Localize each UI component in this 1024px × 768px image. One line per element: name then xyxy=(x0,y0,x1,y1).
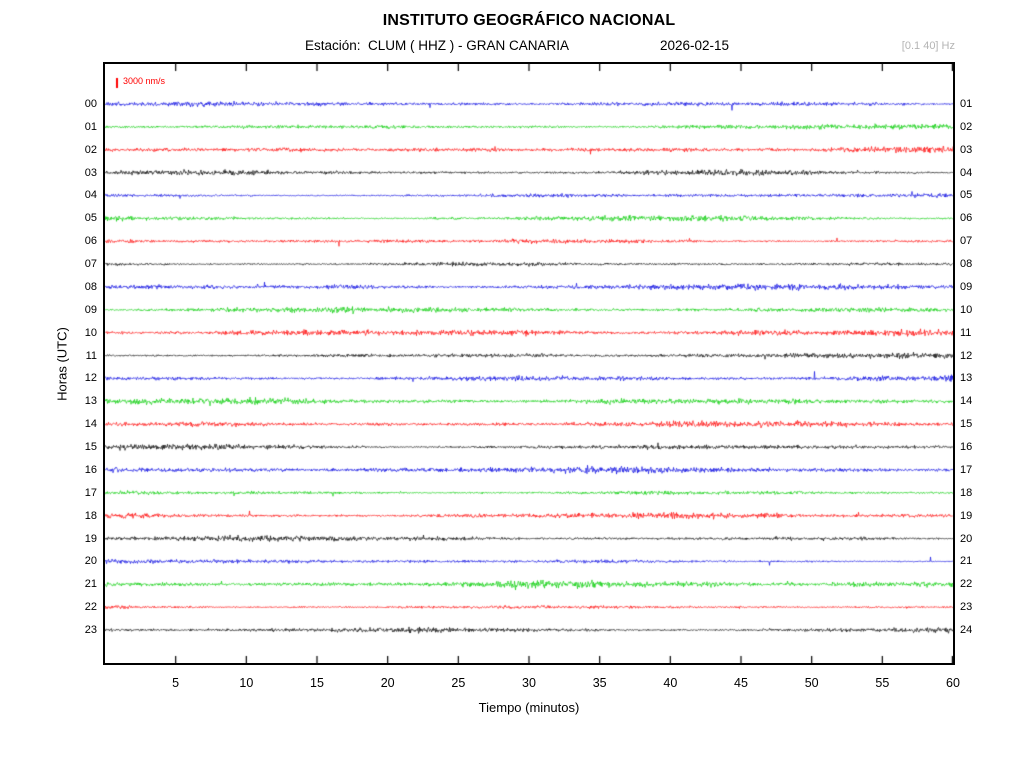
date-label: 2026-02-15 xyxy=(660,38,730,53)
hour-label-right: 11 xyxy=(960,326,972,339)
hour-label-right: 16 xyxy=(960,441,973,454)
seismogram-canvas xyxy=(105,64,953,663)
x-tick-label: 10 xyxy=(239,676,254,690)
x-tick-label: 40 xyxy=(663,676,678,690)
station-line: Estación: CLUM ( HHZ ) - GRAN CANARIA xyxy=(305,38,569,53)
hour-label-left: 04 xyxy=(84,189,97,202)
hour-label-right: 20 xyxy=(960,532,973,545)
hour-label-right: 24 xyxy=(960,624,973,636)
x-tick-label: 60 xyxy=(946,676,960,690)
hour-label-right: 23 xyxy=(960,601,973,614)
x-tick-label: 55 xyxy=(875,676,890,690)
hour-label-right: 09 xyxy=(960,280,973,293)
hour-label-right: 12 xyxy=(960,349,973,362)
hour-label-left: 09 xyxy=(84,303,97,316)
hour-label-right: 15 xyxy=(960,418,973,431)
hour-label-left: 12 xyxy=(84,372,97,385)
hour-label-left: 07 xyxy=(84,258,97,271)
hour-label-left: 02 xyxy=(84,143,97,156)
hour-label-left: 20 xyxy=(84,555,97,568)
x-tick-label: 45 xyxy=(734,676,748,690)
hour-label-right: 10 xyxy=(960,303,973,316)
hour-label-left: 13 xyxy=(84,395,97,408)
hour-label-left: 10 xyxy=(84,326,97,339)
hour-label-right: 17 xyxy=(960,463,973,476)
station-prefix-label: Estación: xyxy=(305,38,361,53)
hour-label-right: 21 xyxy=(960,555,973,568)
y-axis-title: Horas (UTC) xyxy=(54,327,70,401)
hour-label-left: 22 xyxy=(84,601,97,614)
hour-label-right: 18 xyxy=(960,486,973,499)
hour-label-right: 14 xyxy=(960,395,973,408)
hour-label-left: 21 xyxy=(84,578,97,591)
hour-label-right: 01 xyxy=(960,98,973,110)
hour-label-left: 00 xyxy=(84,98,97,110)
x-tick-label: 15 xyxy=(310,676,324,690)
hour-label-right: 06 xyxy=(960,212,973,225)
hour-label-right: 19 xyxy=(960,509,973,522)
x-tick-label: 35 xyxy=(592,676,607,690)
filter-band-label: [0.1 40] Hz xyxy=(901,40,955,52)
hour-label-right: 08 xyxy=(960,258,973,271)
hour-label-right: 13 xyxy=(960,372,973,385)
hour-label-right: 07 xyxy=(960,235,973,248)
x-tick-label: 20 xyxy=(380,676,395,690)
hour-label-left: 08 xyxy=(84,280,97,293)
x-tick-label: 25 xyxy=(451,676,466,690)
hour-label-right: 02 xyxy=(960,120,973,133)
hour-label-left: 23 xyxy=(84,624,97,636)
page-title: INSTITUTO GEOGRÁFICO NACIONAL xyxy=(382,12,676,29)
x-tick-label: 5 xyxy=(172,676,180,690)
hour-label-left: 17 xyxy=(84,486,97,499)
station-name: CLUM ( HHZ ) - GRAN CANARIA xyxy=(368,38,570,53)
x-axis-title: Tiempo (minutos) xyxy=(478,700,580,715)
hour-label-left: 01 xyxy=(84,120,97,133)
hour-label-left: 14 xyxy=(84,418,97,431)
hour-label-left: 19 xyxy=(84,532,97,545)
hour-label-right: 04 xyxy=(960,166,973,179)
hour-label-left: 06 xyxy=(84,235,97,248)
hour-label-left: 16 xyxy=(84,463,97,476)
hour-label-left: 03 xyxy=(84,166,97,179)
hour-label-right: 03 xyxy=(960,143,973,156)
hour-label-left: 18 xyxy=(84,509,97,522)
x-tick-label: 30 xyxy=(522,676,536,690)
x-tick-label: 50 xyxy=(804,676,819,690)
hour-label-right: 05 xyxy=(960,189,973,202)
seismogram-plot-frame xyxy=(103,62,955,665)
amplitude-scale-label: 3000 nm/s xyxy=(123,76,166,86)
hour-label-left: 11 xyxy=(85,349,97,362)
hour-label-left: 15 xyxy=(84,441,97,454)
hour-label-left: 05 xyxy=(84,212,97,225)
hour-label-right: 22 xyxy=(960,578,973,591)
